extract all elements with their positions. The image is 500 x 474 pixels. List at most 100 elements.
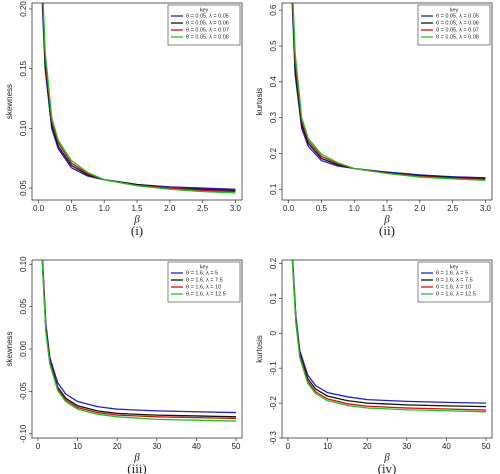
curves (41, 260, 237, 422)
x-tick-label: 1.5 (131, 204, 143, 213)
panel-caption: (i) (131, 223, 143, 238)
x-tick-label: 0.0 (283, 204, 295, 213)
x-tick-label: 10 (323, 442, 332, 451)
legend-label: θ = 0.05, λ = 0.06 (436, 20, 479, 26)
x-tick-label: 0.0 (33, 204, 45, 213)
x-tick-label: 50 (232, 442, 241, 451)
legend-label: θ = 1.6, λ = 12.5 (186, 291, 226, 297)
y-tick-label: 0.6 (269, 4, 278, 16)
legend-label: θ = 1.6, λ = 5 (436, 270, 468, 276)
x-tick-label: 40 (442, 442, 451, 451)
x-tick-label: 0.5 (66, 204, 78, 213)
curve (41, 260, 237, 420)
x-tick-label: 30 (402, 442, 411, 451)
x-axis-label: β (133, 214, 140, 226)
curve (42, 3, 236, 194)
y-tick-label: 0.10 (19, 256, 28, 272)
legend-title: key (450, 264, 459, 270)
y-tick-label: 0.10 (19, 120, 28, 136)
curve (41, 260, 237, 422)
legend-box (167, 261, 241, 303)
curves (291, 260, 487, 413)
x-tick-label: 0 (36, 442, 41, 451)
x-tick-label: 2.0 (164, 204, 176, 213)
x-tick-label: 20 (113, 442, 122, 451)
y-axis-label: kurtosis (255, 88, 264, 116)
x-axis-label: β (133, 452, 140, 464)
x-tick-label: 2.0 (414, 204, 426, 213)
legend-label: θ = 0.05, λ = 0.05 (436, 13, 479, 19)
x-tick-label: 20 (363, 442, 372, 451)
x-tick-label: 1.0 (99, 204, 111, 213)
x-tick-label: 1.0 (349, 204, 361, 213)
x-axis-label: β (383, 214, 390, 226)
x-tick-label: 40 (192, 442, 201, 451)
legend-title: key (450, 7, 459, 13)
y-tick-label: 0.5 (269, 40, 278, 52)
y-tick-label: 0.00 (19, 341, 28, 357)
y-tick-label: 0.4 (269, 76, 278, 88)
panel-caption: (iv) (378, 461, 397, 474)
y-tick-label: 0.2 (269, 147, 278, 159)
legend-label: θ = 0.05, λ = 0.05 (186, 13, 229, 19)
y-tick-label: 0.05 (19, 180, 28, 196)
legend-label: θ = 1.6, λ = 10 (186, 284, 221, 290)
curve (41, 260, 237, 414)
y-tick-label: 0 (269, 331, 278, 336)
legend-title: key (200, 7, 209, 13)
legend-label: θ = 0.05, λ = 0.06 (186, 20, 229, 26)
legend-label: θ = 0.05, λ = 0.07 (436, 27, 479, 33)
y-axis-label: skewness (5, 331, 14, 366)
y-tick-label: 0.20 (19, 1, 28, 17)
legend-title: key (200, 264, 209, 270)
y-tick-label: 0.1 (269, 292, 278, 304)
panel: 0.0 0.5 1.0 1.5 2.0 2.5 3.0 0.1 0.2 0.3 0.4 0.5 0.6 k… (255, 2, 493, 238)
x-axis-label: β (383, 452, 390, 464)
curves (291, 3, 486, 181)
y-tick-label: -0.10 (19, 424, 28, 443)
legend-label: θ = 1.6, λ = 7.5 (436, 277, 473, 283)
panel: 0.0 0.5 1.0 1.5 2.0 2.5 3.0 0.05 0.10 0.15 0.20 ske… (5, 1, 243, 238)
panel-caption: (iii) (127, 461, 147, 474)
y-tick-label: -0.05 (19, 382, 28, 401)
x-tick-label: 3.0 (480, 204, 492, 213)
x-tick-label: 2.5 (197, 204, 209, 213)
curves (41, 3, 236, 194)
legend-label: θ = 1.6, λ = 5 (186, 270, 218, 276)
legend-box (417, 261, 491, 303)
y-tick-label: -0.2 (269, 396, 278, 410)
legend-box (167, 4, 241, 46)
x-tick-label: 30 (152, 442, 161, 451)
y-tick-label: 0.1 (269, 183, 278, 195)
panel: 0 10 20 30 40 50 -0.3 -0.2 -0.1 0 0.1 0.2 kurtosis β(… (255, 257, 493, 474)
plot-frame (281, 259, 493, 439)
x-tick-label: 50 (482, 442, 491, 451)
y-tick-label: 0.3 (269, 112, 278, 124)
x-tick-label: 0.5 (316, 204, 328, 213)
curve (41, 260, 237, 418)
y-axis-label: skewness (5, 84, 14, 119)
y-tick-label: 0.05 (19, 298, 28, 314)
y-tick-label: 0.15 (19, 60, 28, 76)
y-axis-label: kurtosis (255, 335, 264, 363)
y-tick-label: 0.2 (269, 257, 278, 269)
legend-label: θ = 1.6, λ = 10 (436, 284, 471, 290)
curve (291, 260, 487, 413)
x-tick-label: 10 (73, 442, 82, 451)
legend-label: θ = 0.05, λ = 0.07 (186, 27, 229, 33)
y-tick-label: -0.1 (269, 361, 278, 375)
panel: 0 10 20 30 40 50 -0.10 -0.05 0.00 0.05 0.10 skewnes… (5, 256, 243, 474)
legend-label: θ = 1.6, λ = 12.5 (436, 291, 476, 297)
x-tick-label: 3.0 (230, 204, 242, 213)
x-tick-label: 0 (286, 442, 291, 451)
legend-label: θ = 0.05, λ = 0.08 (186, 34, 229, 40)
y-tick-label: -0.3 (269, 431, 278, 445)
x-tick-label: 2.5 (447, 204, 459, 213)
legend-label: θ = 0.05, λ = 0.08 (436, 34, 479, 40)
legend-box (417, 4, 491, 46)
